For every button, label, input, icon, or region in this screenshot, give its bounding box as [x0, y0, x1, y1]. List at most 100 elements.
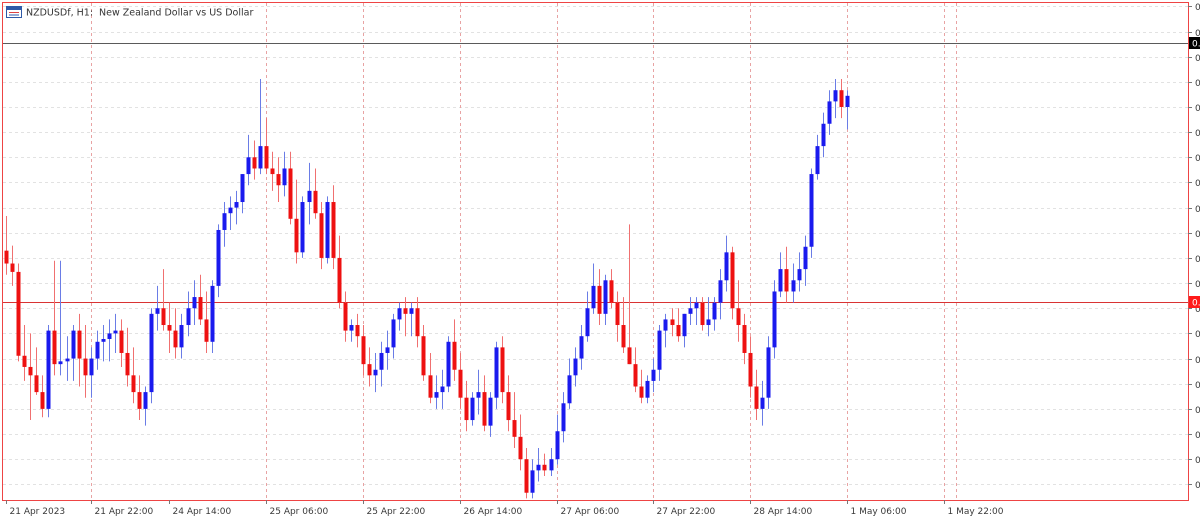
- candle[interactable]: [803, 235, 808, 286]
- candle[interactable]: [83, 325, 88, 398]
- candle[interactable]: [131, 347, 136, 404]
- candle[interactable]: [561, 392, 566, 443]
- candle[interactable]: [101, 325, 106, 362]
- candle[interactable]: [530, 459, 535, 499]
- candle[interactable]: [470, 392, 475, 426]
- candle[interactable]: [597, 269, 602, 326]
- candle[interactable]: [198, 274, 203, 326]
- candle[interactable]: [567, 358, 572, 409]
- candle[interactable]: [379, 341, 384, 387]
- candle[interactable]: [355, 313, 360, 348]
- candle[interactable]: [760, 380, 765, 426]
- candle[interactable]: [682, 313, 687, 348]
- candle[interactable]: [397, 302, 402, 331]
- candle[interactable]: [754, 369, 759, 421]
- candle[interactable]: [821, 112, 826, 158]
- candle[interactable]: [670, 308, 675, 337]
- candle[interactable]: [549, 448, 554, 476]
- candle[interactable]: [555, 414, 560, 465]
- candle[interactable]: [784, 246, 789, 303]
- candle[interactable]: [155, 285, 160, 331]
- candle[interactable]: [10, 245, 15, 286]
- candle[interactable]: [173, 308, 178, 359]
- candle[interactable]: [712, 297, 717, 331]
- candle[interactable]: [706, 297, 711, 337]
- candle[interactable]: [464, 380, 469, 432]
- candle[interactable]: [246, 134, 251, 186]
- candle[interactable]: [22, 325, 27, 381]
- candle[interactable]: [210, 280, 215, 353]
- candle[interactable]: [65, 336, 70, 381]
- candle[interactable]: [143, 386, 148, 426]
- time-axis[interactable]: 21 Apr 2023 21 Apr 22:00 24 Apr 14:00 25 Ap…: [6, 500, 1004, 517]
- candle[interactable]: [446, 336, 451, 393]
- candle[interactable]: [40, 375, 45, 418]
- candle[interactable]: [815, 134, 820, 180]
- candle[interactable]: [651, 358, 656, 393]
- candle[interactable]: [694, 297, 699, 326]
- candle[interactable]: [58, 260, 63, 376]
- candle[interactable]: [766, 336, 771, 409]
- candle[interactable]: [573, 347, 578, 387]
- candle[interactable]: [639, 369, 644, 404]
- candle[interactable]: [409, 302, 414, 337]
- candle[interactable]: [258, 79, 263, 175]
- candle[interactable]: [28, 333, 33, 421]
- candle[interactable]: [294, 179, 299, 264]
- candle[interactable]: [52, 260, 57, 376]
- candle[interactable]: [71, 325, 76, 381]
- candle[interactable]: [234, 190, 239, 225]
- candle[interactable]: [300, 196, 305, 258]
- candle[interactable]: [627, 224, 632, 365]
- candle[interactable]: [736, 280, 741, 342]
- candle[interactable]: [204, 291, 209, 353]
- candle[interactable]: [107, 319, 112, 362]
- candle[interactable]: [373, 352, 378, 393]
- candle[interactable]: [421, 325, 426, 381]
- candle[interactable]: [663, 313, 668, 348]
- chart-window-icon[interactable]: [6, 6, 22, 18]
- candle[interactable]: [657, 325, 662, 381]
- candle[interactable]: [125, 327, 130, 387]
- price-axis[interactable]: 0.61990 0.61945 0.61900 0.61855 0.61810 0.617…: [1188, 3, 1200, 491]
- candle[interactable]: [167, 302, 172, 353]
- candle[interactable]: [428, 352, 433, 404]
- candle[interactable]: [434, 375, 439, 409]
- candle[interactable]: [452, 319, 457, 381]
- candle[interactable]: [688, 297, 693, 326]
- candle[interactable]: [186, 291, 191, 337]
- candle[interactable]: [161, 269, 166, 331]
- candle[interactable]: [476, 369, 481, 415]
- candle[interactable]: [591, 263, 596, 314]
- candle[interactable]: [391, 313, 396, 359]
- candle[interactable]: [270, 151, 275, 191]
- candle[interactable]: [700, 297, 705, 331]
- candle[interactable]: [778, 252, 783, 298]
- candle[interactable]: [512, 392, 517, 449]
- candle[interactable]: [482, 375, 487, 432]
- candle[interactable]: [845, 90, 850, 130]
- candle[interactable]: [827, 90, 832, 135]
- candle[interactable]: [645, 375, 650, 404]
- candle[interactable]: [579, 325, 584, 370]
- candle[interactable]: [524, 448, 529, 499]
- candle[interactable]: [331, 185, 336, 270]
- candle[interactable]: [89, 347, 94, 398]
- candle[interactable]: [809, 168, 814, 258]
- candle[interactable]: [367, 347, 372, 387]
- candle[interactable]: [748, 336, 753, 398]
- candle[interactable]: [603, 274, 608, 326]
- candle[interactable]: [633, 347, 638, 393]
- candle[interactable]: [264, 118, 269, 175]
- candle[interactable]: [585, 291, 590, 342]
- candle[interactable]: [228, 196, 233, 230]
- candle[interactable]: [772, 280, 777, 359]
- candle[interactable]: [724, 235, 729, 292]
- candle[interactable]: [282, 151, 287, 197]
- candle[interactable]: [839, 79, 844, 119]
- candle[interactable]: [46, 325, 51, 418]
- candle[interactable]: [730, 246, 735, 320]
- candle[interactable]: [542, 453, 547, 476]
- candle[interactable]: [288, 151, 293, 225]
- candle[interactable]: [192, 280, 197, 326]
